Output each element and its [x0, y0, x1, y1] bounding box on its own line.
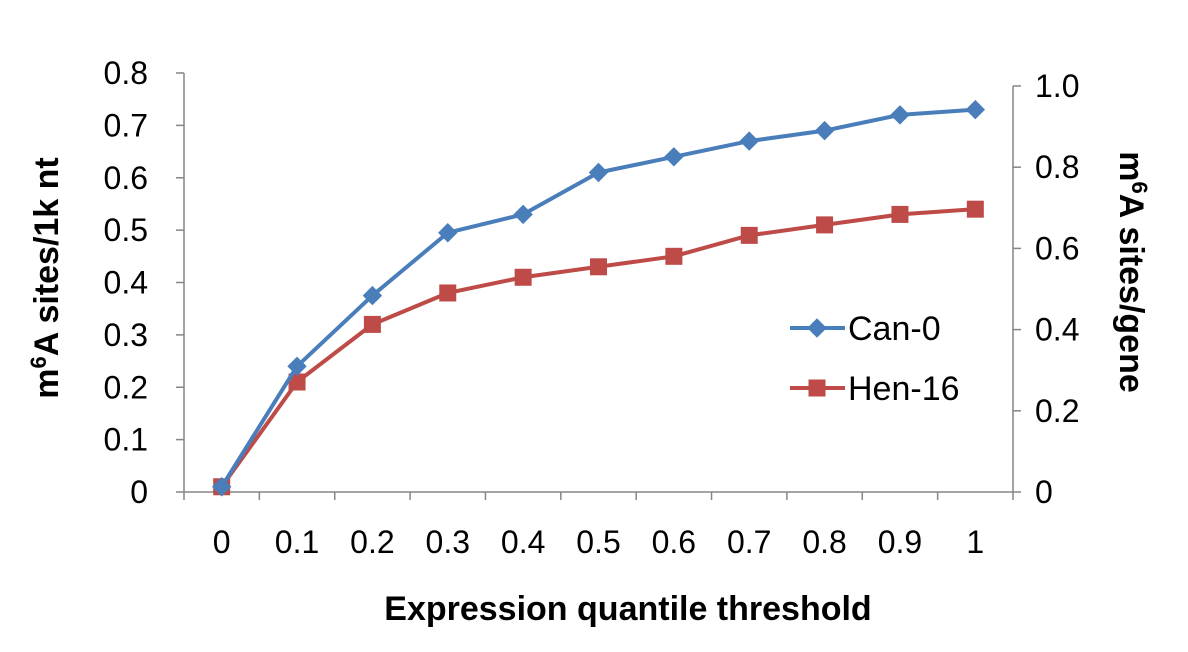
data-point — [513, 204, 533, 225]
y-axis-title: m6A sites/1k nt — [26, 157, 67, 399]
data-point — [814, 120, 835, 141]
x-axis-title: Expression quantile threshold — [384, 590, 871, 628]
x-tick-label: 1 — [966, 524, 984, 560]
series-hen-16 — [213, 200, 984, 496]
x-tick-label: 0.8 — [802, 524, 846, 560]
data-point — [665, 247, 683, 265]
x-tick-label: 0 — [213, 524, 231, 560]
y2-axis-title-base: m — [1112, 151, 1150, 181]
data-point — [438, 223, 458, 243]
x-tick-label: 0.9 — [878, 524, 922, 560]
y2-axis-title-sup: 6 — [1128, 181, 1153, 193]
data-point — [211, 477, 232, 497]
y2-tick-label: 0.8 — [1035, 149, 1079, 185]
data-point — [740, 226, 758, 244]
legend-item: Hen-16 — [790, 370, 960, 408]
y2-tick-label: 0.4 — [1035, 312, 1079, 348]
data-point — [514, 268, 532, 286]
legend-marker — [807, 318, 827, 338]
x-tick-label: 0.1 — [275, 524, 319, 560]
series-can-0 — [211, 99, 986, 497]
legend-label: Hen-16 — [848, 370, 960, 408]
y2-tick-label: 0 — [1035, 474, 1053, 510]
axes — [176, 72, 1021, 500]
y-axis-title-sup: 6 — [26, 356, 51, 368]
data-point — [965, 99, 986, 120]
legend: Can-0 Hen-16 — [790, 310, 960, 408]
y2-axis-title-rest: A sites/gene — [1112, 194, 1150, 393]
y-tick-label: 0.8 — [104, 55, 148, 91]
legend-label: Can-0 — [848, 310, 941, 348]
y-tick-label: 0 — [130, 474, 148, 510]
y-tick-label: 0.6 — [104, 160, 148, 196]
x-tick-label: 0.5 — [576, 524, 620, 560]
legend-item: Can-0 — [790, 310, 941, 348]
legend-marker — [808, 379, 826, 397]
y-tick-label: 0.7 — [104, 107, 148, 143]
tick-labels: 0 0.1 0.2 0.3 0.4 0.5 0.6 0.7 0.8 0 0.2 0.4 0.6 0.8 1.… — [104, 55, 1080, 560]
x-tick-label: 0.7 — [727, 524, 771, 560]
data-point — [664, 147, 684, 167]
data-point — [816, 216, 834, 234]
y-tick-label: 0.5 — [104, 212, 148, 248]
x-tick-label: 0.3 — [426, 524, 470, 560]
y-tick-label: 0.4 — [104, 265, 148, 301]
data-point — [739, 131, 759, 151]
y2-tick-label: 0.2 — [1035, 393, 1079, 429]
data-point — [439, 284, 457, 302]
data-point — [363, 315, 381, 333]
y2-tick-label: 0.6 — [1035, 230, 1079, 266]
data-point — [588, 162, 609, 183]
y2-tick-label: 1.0 — [1035, 68, 1079, 104]
y-tick-label: 0.1 — [104, 422, 148, 458]
y-axis-title-rest: A sites/1k nt — [28, 157, 66, 356]
x-tick-label: 0.4 — [501, 524, 545, 560]
series-group — [211, 99, 986, 497]
x-tick-label: 0.6 — [652, 524, 696, 560]
y-tick-label: 0.3 — [104, 317, 148, 353]
data-point — [966, 200, 984, 218]
y2-axis-title: m6A sites/gene — [1112, 151, 1153, 393]
data-point — [890, 105, 910, 125]
y-tick-label: 0.2 — [104, 369, 148, 405]
data-point — [362, 285, 383, 306]
data-point — [891, 205, 909, 223]
y-axis-title-base: m — [28, 369, 66, 399]
data-point — [590, 258, 607, 276]
data-point — [287, 356, 307, 377]
x-tick-label: 0.2 — [350, 524, 394, 560]
